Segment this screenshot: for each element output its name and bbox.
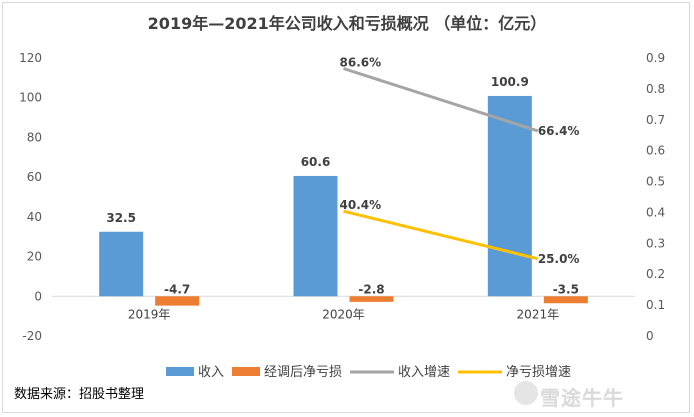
y-left-tick-label: 120 xyxy=(19,51,42,65)
bar-net-loss xyxy=(349,296,394,302)
legend-swatch xyxy=(166,367,194,376)
line-data-label: 40.4% xyxy=(340,198,382,212)
bar-data-label: -2.8 xyxy=(358,282,384,296)
bar-net-loss xyxy=(543,296,588,304)
y-left-tick-label: 80 xyxy=(27,130,42,144)
bar-data-label: 32.5 xyxy=(106,211,136,225)
y-right-tick-label: 0.2 xyxy=(646,267,665,281)
line-data-label: 86.6% xyxy=(340,56,382,70)
watermark-text: 雪途牛牛 xyxy=(540,386,624,410)
bar-net-loss xyxy=(155,296,200,306)
y-right-tick-label: 0.4 xyxy=(646,205,665,219)
legend-label: 收入 xyxy=(198,365,224,380)
y-right-tick-label: 0 xyxy=(646,329,654,343)
y-left-tick-label: 60 xyxy=(27,170,42,184)
line-data-label: 66.4% xyxy=(538,124,580,138)
bar-revenue xyxy=(293,175,338,297)
watermark-logo-icon xyxy=(514,381,538,405)
legend-label: 净亏损增速 xyxy=(506,365,571,380)
line-data-label: 25.0% xyxy=(538,252,580,266)
bar-revenue xyxy=(99,231,144,297)
y-left-tick-label: 100 xyxy=(19,91,42,105)
legend-label: 收入增速 xyxy=(398,365,450,380)
x-category-label: 2019年 xyxy=(128,307,171,321)
bar-revenue xyxy=(487,95,532,297)
y-right-tick-label: 0.7 xyxy=(646,113,665,127)
y-right-tick-label: 0.6 xyxy=(646,144,665,158)
bar-data-label: 100.9 xyxy=(491,75,529,89)
y-left-tick-label: -20 xyxy=(22,329,42,343)
y-right-tick-label: 0.8 xyxy=(646,82,665,96)
chart-title: 2019年—2021年公司收入和亏损概况 （单位：亿元） xyxy=(147,14,547,33)
bar-data-label: -3.5 xyxy=(553,282,579,296)
legend-swatch xyxy=(232,367,260,376)
bar-data-label: 60.6 xyxy=(301,155,331,169)
y-left-tick-label: 0 xyxy=(34,289,42,303)
y-right-tick-label: 0.1 xyxy=(646,298,665,312)
legend-label: 经调后净亏损 xyxy=(264,365,342,380)
y-right-tick-label: 0.9 xyxy=(646,51,665,65)
data-source-note: 数据来源：招股书整理 xyxy=(14,387,145,402)
y-left-tick-label: 40 xyxy=(27,210,42,224)
y-left-tick-label: 20 xyxy=(27,250,42,264)
y-right-tick-label: 0.5 xyxy=(646,175,665,189)
net-loss-growth-line xyxy=(343,209,539,261)
bar-data-label: -4.7 xyxy=(164,282,190,296)
y-right-tick-label: 0.3 xyxy=(646,236,665,250)
x-category-label: 2021年 xyxy=(517,307,560,321)
revenue-growth-line xyxy=(343,67,539,133)
x-category-label: 2020年 xyxy=(322,307,365,321)
